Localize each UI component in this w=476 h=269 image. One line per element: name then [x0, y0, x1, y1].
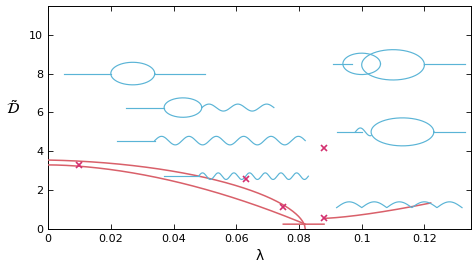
Y-axis label: $\tilde{\mathcal{D}}$: $\tilde{\mathcal{D}}$ — [6, 99, 20, 117]
X-axis label: λ: λ — [255, 249, 263, 263]
